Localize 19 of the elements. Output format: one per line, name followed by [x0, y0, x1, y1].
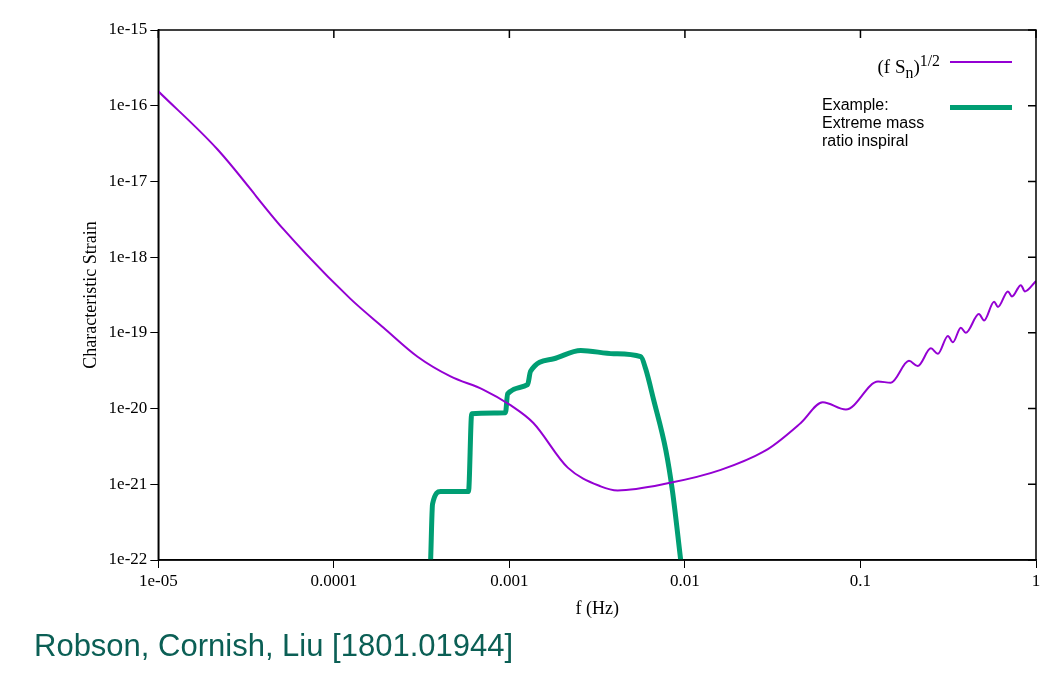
legend-label: Example: Extreme mass ratio inspiral — [822, 96, 926, 151]
y-tick-label: 1e-20 — [108, 398, 148, 418]
y-axis-title: Characteristic Strain — [79, 221, 100, 369]
text: Robson, Cornish, Liu [1801.01944] — [34, 628, 514, 664]
x-tick-label: 0.01 — [670, 570, 700, 590]
y-tick-label: 1e-22 — [108, 549, 148, 569]
x-tick-label: 0.0001 — [310, 570, 358, 590]
y-tick-label: 1e-15 — [108, 19, 148, 39]
y-tick-label: 1e-17 — [108, 170, 148, 190]
y-tick-label: 1e-21 — [108, 473, 148, 493]
x-axis-title: f (Hz) — [575, 597, 619, 619]
x-tick-label: 1 — [1031, 570, 1041, 590]
x-tick-label: 1e-05 — [138, 570, 178, 590]
x-tick-label: 0.001 — [490, 570, 529, 590]
y-tick-label: 1e-18 — [108, 246, 148, 266]
legend-label: (f S$_{n}$)$^{1/2}$ — [877, 52, 940, 83]
y-tick-label: 1e-19 — [108, 322, 148, 342]
y-tick-label: 1e-16 — [108, 95, 148, 115]
x-tick-label: 0.1 — [849, 570, 872, 590]
